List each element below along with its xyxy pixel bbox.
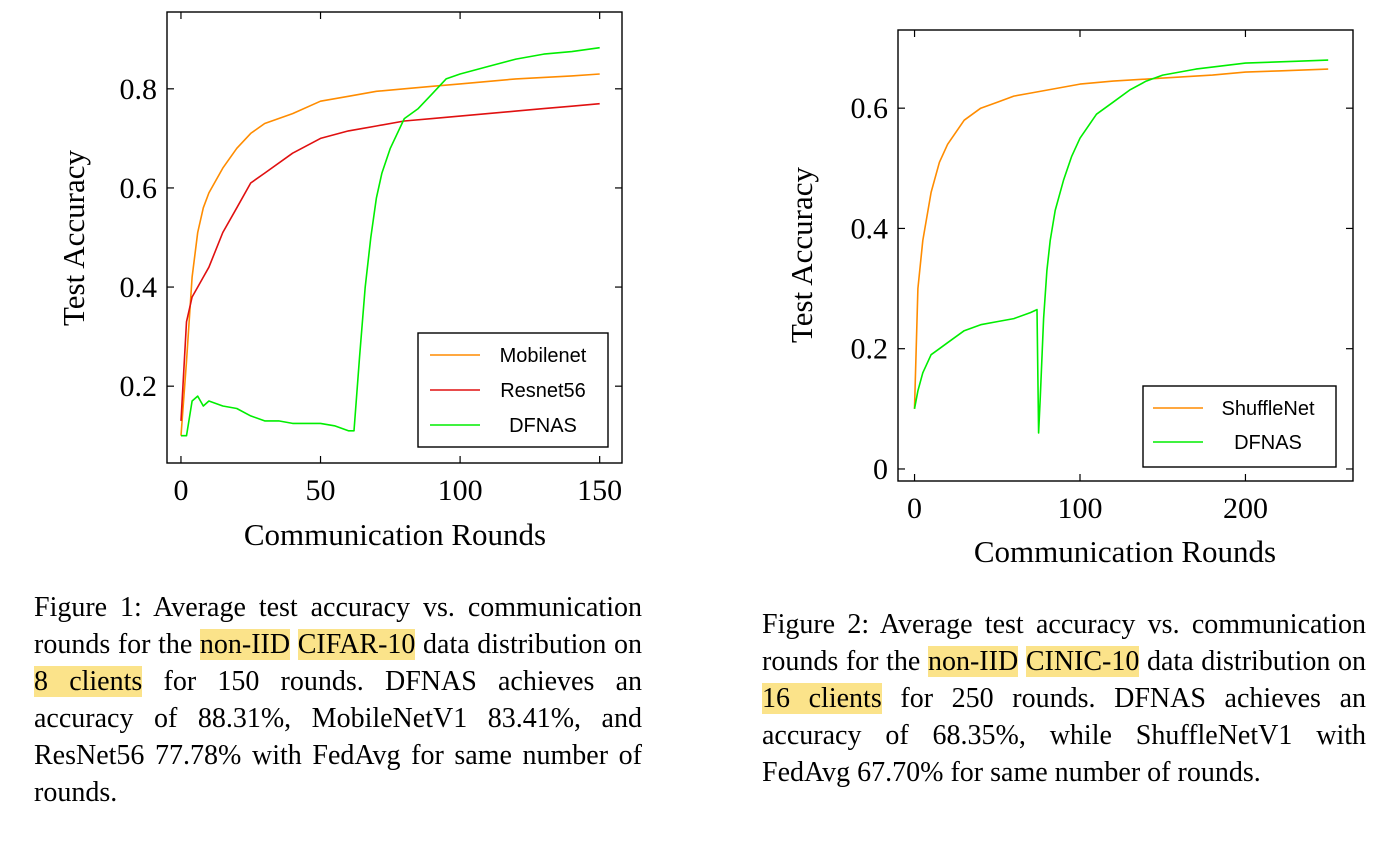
caption-1-text-d: for 150 rounds. DFNAS achieves an accura…	[34, 666, 642, 808]
y-axis-label-2: Test Accuracy	[784, 167, 819, 343]
y-tick-label: 0.2	[120, 370, 158, 403]
series-line-dfnas-2	[913, 59, 1329, 434]
caption-2-highlight-noniid: non-IID	[927, 646, 1019, 677]
y-tick-label: 0.8	[120, 73, 158, 106]
x-tick-label: 100	[1058, 492, 1103, 525]
series-line-shufflenet-2	[913, 68, 1329, 409]
legend-label-resnet56: Resnet56	[500, 380, 586, 402]
plot-area-1	[166, 11, 623, 464]
legend-label-shufflenet: ShuffleNet	[1221, 398, 1314, 420]
y-tick-label: 0.4	[120, 271, 158, 304]
caption-2-text-b	[1018, 646, 1026, 677]
x-axis-label-2: Communication Rounds	[974, 534, 1276, 569]
x-tick-label: 200	[1223, 492, 1268, 525]
chart-2: 0 100 200 0 0.2 0.4 0.6 Communication Rounds T…	[784, 29, 1354, 569]
legend-2: ShuffleNet DFNAS	[1142, 385, 1337, 468]
caption-2-highlight-clients: 16 clients	[762, 683, 882, 714]
y-tick-label: 0.6	[120, 172, 158, 205]
legend-label-mobilenet: Mobilenet	[500, 345, 587, 367]
figure-2-caption: Figure 2: Average test accuracy vs. comm…	[762, 606, 1366, 791]
ticks-group-1: 0 50 100 150 0.2 0.4 0.6 0.8	[120, 12, 622, 507]
caption-2-text-a: Figure 2: Average test accuracy vs. comm…	[762, 609, 1366, 677]
x-tick-label: 150	[577, 474, 622, 507]
y-axis-label-1: Test Accuracy	[56, 150, 91, 326]
caption-2-text-d: for 250 rounds. DFNAS achieves an accura…	[762, 683, 1367, 788]
caption-1-text-b	[290, 629, 298, 660]
legend-label-dfnas-2: DFNAS	[1234, 432, 1302, 454]
series-line-resnet56-1	[180, 102, 600, 421]
series-group-2	[913, 59, 1329, 434]
x-tick-label: 50	[306, 474, 336, 507]
y-tick-label: 0.6	[851, 92, 889, 125]
legend-label-dfnas-1: DFNAS	[509, 415, 577, 437]
caption-1-highlight-noniid: non-IID	[199, 629, 291, 660]
x-tick-label: 100	[438, 474, 483, 507]
series-line-dfnas-1	[181, 46, 600, 437]
x-axis-label-1: Communication Rounds	[244, 517, 546, 552]
legend-1: Mobilenet Resnet56 DFNAS	[417, 332, 609, 448]
y-tick-label: 0	[873, 453, 888, 486]
series-group-1	[180, 46, 600, 437]
caption-1-text-c: data distribution on	[415, 629, 643, 660]
series-line-mobilenet-1	[180, 73, 600, 436]
ticks-group-2: 0 100 200 0 0.2 0.4 0.6	[851, 30, 1353, 525]
y-tick-label: 0.4	[851, 212, 889, 245]
caption-1-highlight-clients: 8 clients	[34, 666, 143, 697]
x-tick-label: 0	[173, 474, 188, 507]
figure-1-caption: Figure 1: Average test accuracy vs. comm…	[34, 589, 642, 811]
legend-box-2	[1142, 385, 1337, 468]
chart-1: 0 50 100 150 0.2 0.4 0.6 0.8 Communication Roun…	[56, 11, 623, 552]
x-tick-label: 0	[907, 492, 922, 525]
plot-area-2	[897, 29, 1354, 482]
caption-2-text-c: data distribution on	[1139, 646, 1366, 677]
y-tick-label: 0.2	[851, 333, 889, 366]
caption-2-highlight-dataset: CINIC-10	[1025, 646, 1140, 677]
caption-1-text-a: Figure 1: Average test accuracy vs. comm…	[34, 592, 642, 660]
caption-1-highlight-dataset: CIFAR-10	[297, 629, 416, 660]
